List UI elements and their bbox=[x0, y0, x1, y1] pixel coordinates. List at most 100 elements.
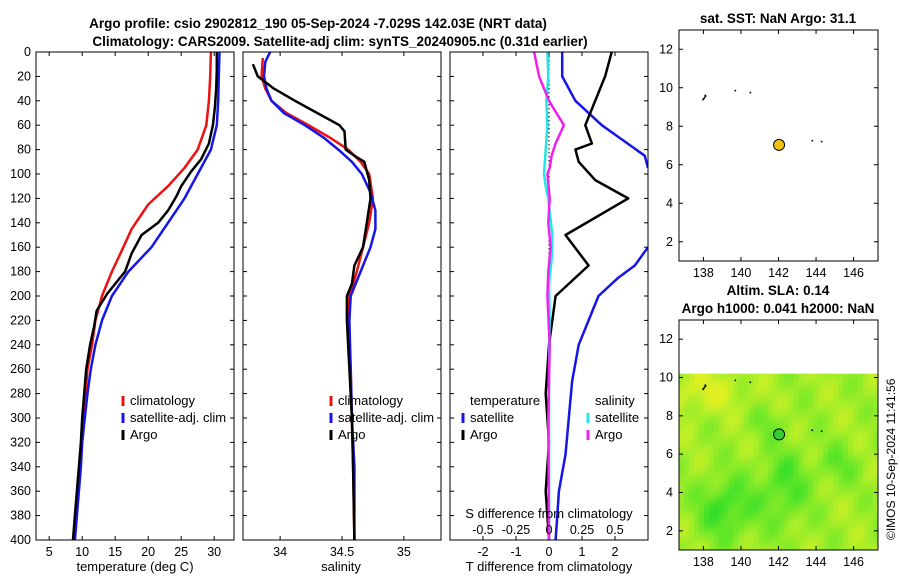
sla-heatmap-cell bbox=[768, 500, 775, 505]
sla-heatmap-cell bbox=[733, 392, 740, 398]
sla-heatmap-cell bbox=[848, 423, 854, 428]
sla-heatmap-cell bbox=[708, 488, 715, 493]
sla-heatmap-cell bbox=[763, 546, 770, 551]
sla-heatmap-cell bbox=[708, 385, 715, 390]
sla-heatmap-cell bbox=[679, 377, 685, 382]
sla-heatmap-cell bbox=[843, 469, 849, 474]
sla-heatmap-cell bbox=[848, 515, 854, 520]
sla-heatmap-cell bbox=[853, 469, 859, 474]
sla-heatmap-cell bbox=[838, 465, 844, 470]
sla-heatmap-cell bbox=[828, 527, 834, 532]
sla-heatmap-cell bbox=[763, 408, 770, 413]
sla-heatmap-cell bbox=[873, 377, 879, 382]
sla-heatmap-cell bbox=[768, 377, 775, 382]
sla-heatmap-cell bbox=[858, 473, 864, 478]
sla-heatmap-cell bbox=[723, 385, 730, 390]
sla-heatmap-cell bbox=[748, 412, 755, 417]
sla-heatmap-cell bbox=[738, 431, 745, 436]
sla-heatmap-cell bbox=[753, 538, 760, 543]
sla-heatmap-cell bbox=[783, 546, 789, 551]
map-y-tick-label: 12 bbox=[659, 332, 673, 346]
sla-heatmap-cell bbox=[733, 400, 740, 405]
sla-heatmap-cell bbox=[763, 400, 770, 405]
sla-heatmap-cell bbox=[718, 442, 725, 447]
sla-heatmap-cell bbox=[848, 530, 854, 536]
sla-heatmap-cell bbox=[808, 381, 814, 386]
sla-heatmap-cell bbox=[863, 431, 869, 436]
sla-heatmap-cell bbox=[828, 523, 834, 528]
sla-heatmap-cell bbox=[808, 408, 814, 413]
sla-heatmap-cell bbox=[683, 511, 690, 516]
sla-heatmap-cell bbox=[723, 415, 730, 421]
sla-heatmap-cell bbox=[688, 496, 695, 501]
sla-heatmap-cell bbox=[853, 523, 859, 528]
s-tick-label: 0.25 bbox=[570, 523, 594, 537]
sla-heatmap-cell bbox=[728, 408, 735, 413]
y-tick-label: 160 bbox=[10, 240, 31, 254]
sla-heatmap-cell bbox=[763, 534, 770, 539]
sla-heatmap-cell bbox=[833, 542, 839, 547]
sla-heatmap-cell bbox=[728, 461, 735, 467]
sla-heatmap-cell bbox=[763, 484, 770, 490]
sla-heatmap-cell bbox=[838, 435, 844, 440]
sla-heatmap-cell bbox=[743, 534, 750, 539]
sla-heatmap-cell bbox=[748, 381, 755, 386]
y-tick-label: 220 bbox=[10, 313, 31, 327]
sla-heatmap-cell bbox=[738, 507, 745, 513]
sla-heatmap-cell bbox=[818, 530, 824, 536]
sla-heatmap-cell bbox=[788, 473, 794, 478]
sla-heatmap-cell bbox=[853, 412, 859, 417]
sla-heatmap-cell bbox=[713, 431, 720, 436]
sla-heatmap-cell bbox=[683, 477, 690, 482]
series-line-satellite-adj-clim bbox=[262, 52, 377, 540]
coastline-speck bbox=[701, 95, 707, 101]
sla-heatmap-cell bbox=[693, 511, 700, 516]
sla-heatmap-cell bbox=[728, 381, 735, 386]
sla-heatmap-cell bbox=[723, 381, 730, 386]
sla-heatmap-cell bbox=[693, 408, 700, 413]
sla-heatmap-cell bbox=[688, 377, 695, 382]
map-x-tick-label: 144 bbox=[806, 266, 827, 280]
sla-heatmap-cell bbox=[688, 419, 695, 424]
sla-heatmap-cell bbox=[698, 538, 705, 543]
sla-heatmap-cell bbox=[868, 546, 874, 551]
sla-heatmap-cell bbox=[763, 488, 770, 493]
sla-heatmap-cell bbox=[793, 492, 799, 497]
sla-heatmap-cell bbox=[753, 419, 760, 424]
sla-heatmap-cell bbox=[813, 427, 819, 432]
sla-heatmap-cell bbox=[698, 477, 705, 482]
sla-heatmap-cell bbox=[803, 389, 809, 394]
sla-heatmap-cell bbox=[708, 377, 715, 382]
map-x-tick-label: 146 bbox=[843, 555, 864, 569]
sla-heatmap-cell bbox=[733, 492, 740, 497]
map-y-tick-label: 10 bbox=[659, 371, 673, 385]
sla-heatmap-cell bbox=[858, 527, 864, 532]
sla-heatmap-cell bbox=[693, 481, 700, 486]
sla-heatmap-cell bbox=[688, 473, 695, 478]
sla-heatmap-cell bbox=[818, 488, 824, 493]
sla-heatmap-cell bbox=[708, 408, 715, 413]
sla-heatmap-cell bbox=[843, 519, 849, 524]
sla-heatmap-cell bbox=[698, 496, 705, 501]
sla-heatmap-cell bbox=[783, 454, 789, 459]
sla-heatmap-cell bbox=[763, 454, 770, 459]
sla-heatmap-cell bbox=[838, 389, 844, 394]
sla-heatmap-cell bbox=[683, 534, 690, 539]
sla-heatmap-cell bbox=[803, 392, 809, 398]
sla-heatmap-cell bbox=[833, 423, 839, 428]
sla-heatmap-cell bbox=[823, 465, 829, 470]
sla-heatmap-cell bbox=[748, 530, 755, 536]
sla-heatmap-cell bbox=[848, 484, 854, 490]
sla-heatmap-cell bbox=[763, 519, 770, 524]
sla-heatmap-cell bbox=[768, 519, 775, 524]
sla-heatmap-cell bbox=[758, 381, 765, 386]
sla-heatmap-cell bbox=[823, 415, 829, 421]
sla-heatmap-cell bbox=[823, 500, 829, 505]
sla-heatmap-cell bbox=[818, 542, 824, 547]
sla-heatmap-cell bbox=[818, 450, 824, 455]
sla-heatmap-cell bbox=[683, 389, 690, 394]
sla-heatmap-cell bbox=[708, 423, 715, 428]
sla-heatmap-cell bbox=[788, 492, 794, 497]
sla-heatmap-cell bbox=[803, 488, 809, 493]
sla-heatmap-cell bbox=[793, 438, 799, 444]
